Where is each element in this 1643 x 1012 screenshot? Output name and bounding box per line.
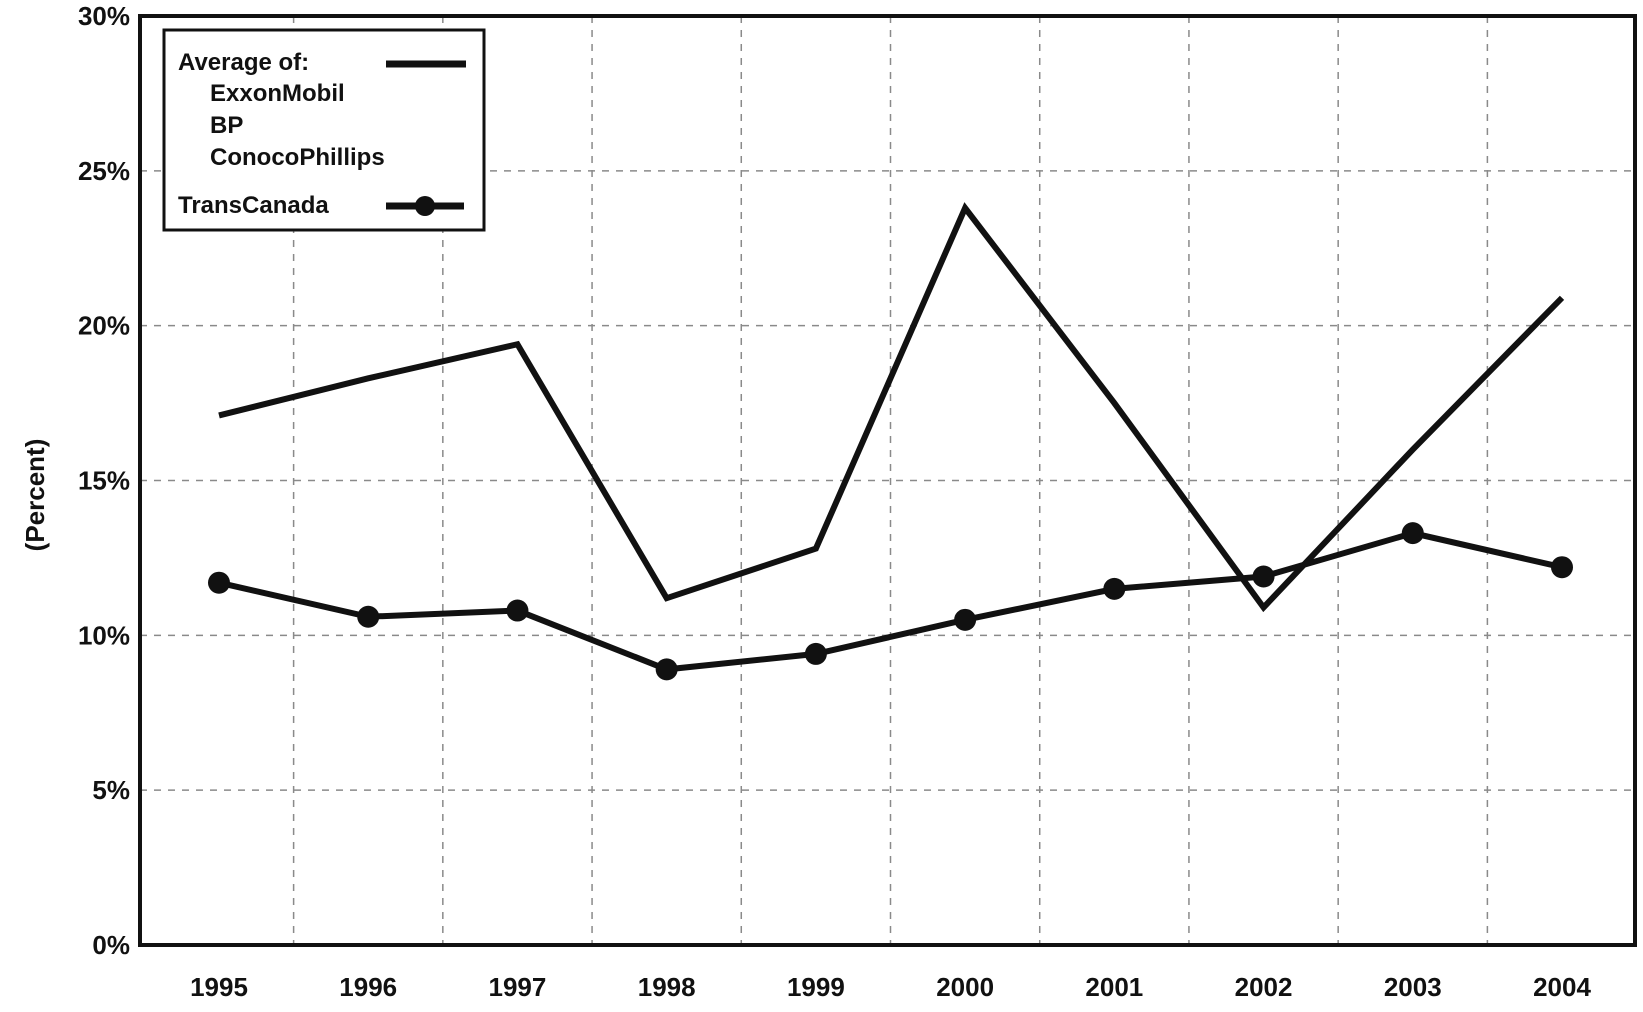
y-tick-label: 10% [78, 620, 130, 650]
x-axis-ticks: 1995 1996 1997 1998 1999 2000 2001 2002 2003 2004 [190, 972, 1591, 1002]
data-point-transcanada [208, 571, 230, 594]
x-tick-label: 2004 [1533, 972, 1591, 1002]
series-layer [208, 202, 1573, 681]
x-tick-label: 2003 [1384, 972, 1442, 1002]
legend-member-exxonmobil: ExxonMobil [210, 80, 345, 107]
x-tick-label: 1996 [339, 972, 397, 1002]
y-tick-label: 5% [92, 775, 130, 805]
x-tick-label: 1999 [787, 972, 845, 1002]
legend: Average of: ExxonMobil BP ConocoPhillips… [162, 28, 486, 232]
x-tick-label: 1998 [638, 972, 696, 1002]
y-tick-label: 25% [78, 156, 130, 186]
data-point-transcanada [1252, 565, 1275, 588]
legend-marker-transcanada [415, 196, 435, 216]
data-point-transcanada [357, 605, 380, 628]
data-point-transcanada [506, 599, 529, 622]
data-point-transcanada [954, 608, 977, 631]
legend-label-average: Average of: [178, 49, 309, 76]
legend-member-conocophillips: ConocoPhillips [210, 144, 385, 171]
y-tick-label: 0% [92, 930, 130, 960]
x-tick-label: 2001 [1085, 972, 1143, 1002]
x-tick-label: 1995 [190, 972, 248, 1002]
x-tick-label: 1997 [489, 972, 547, 1002]
y-tick-label: 20% [78, 311, 130, 341]
series-line-average-of [218, 202, 1565, 613]
data-point-transcanada [655, 658, 678, 681]
legend-member-bp: BP [210, 112, 243, 139]
y-tick-label: 15% [78, 466, 130, 496]
y-axis-ticks: 0% 5% 10% 15% 20% 25% 30% [78, 1, 130, 960]
y-tick-label: 30% [78, 1, 130, 31]
legend-label-transcanada: TransCanada [178, 192, 329, 219]
x-tick-label: 2000 [936, 972, 994, 1002]
plot-area-frame [138, 14, 1637, 947]
data-point-transcanada [1103, 577, 1126, 600]
y-axis-title: (Percent) [20, 439, 50, 552]
data-point-transcanada [804, 642, 827, 665]
series-line-transcanada [218, 530, 1563, 673]
x-tick-label: 2002 [1235, 972, 1293, 1002]
data-point-transcanada [1551, 556, 1573, 579]
data-point-transcanada [1401, 522, 1424, 545]
